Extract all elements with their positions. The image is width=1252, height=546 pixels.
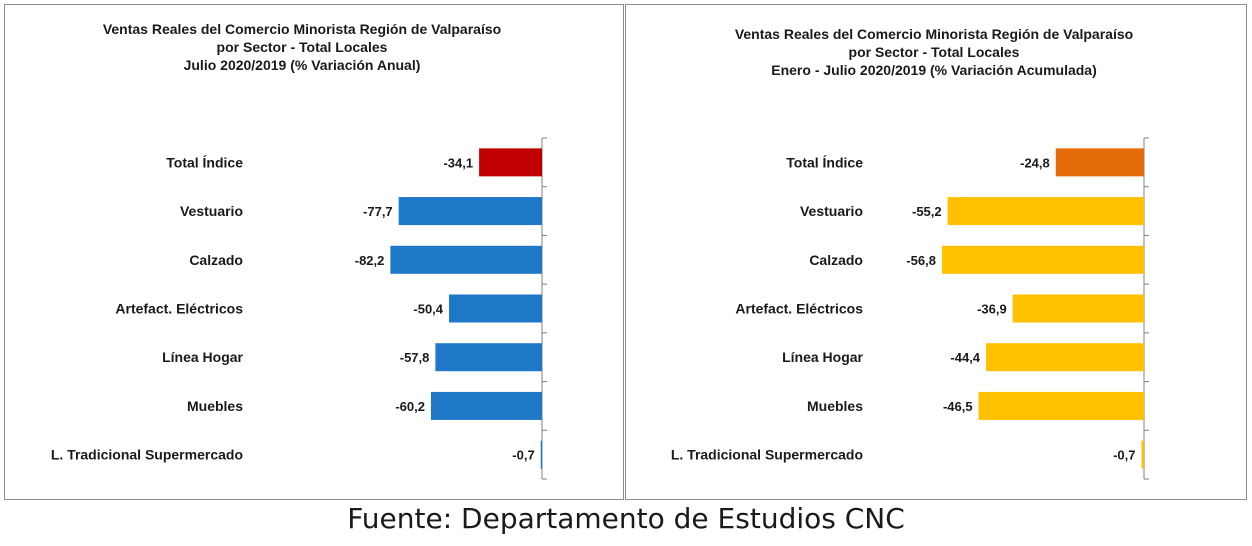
chart-title-line-2: por Sector - Total Locales [848,44,1020,60]
chart-title: Ventas Reales del Comercio Minorista Reg… [5,20,623,74]
chart-panel-cumulative: Ventas Reales del Comercio Minorista Reg… [625,4,1247,500]
bar [479,148,542,177]
bar-chart-annual: -34,1 Total Índice -77,7 Vestuario -82,2 Calz… [51,137,547,480]
chart-title-line-2: por Sector - Total Locales [216,39,388,55]
bar [398,197,542,226]
data-label: -36,9 [977,302,1007,317]
category-label: Calzado [809,252,863,268]
data-label: -50,4 [413,302,443,317]
chart-panel-annual: Ventas Reales del Comercio Minorista Reg… [4,4,624,500]
data-label: -55,2 [912,204,942,219]
data-label: -77,7 [363,204,393,219]
category-label: L. Tradicional Supermercado [671,447,863,463]
data-label: -60,2 [395,399,425,414]
data-label: -82,2 [355,253,385,268]
category-label: Calzado [189,252,243,268]
data-label: -0,7 [1113,448,1135,463]
category-label: Vestuario [800,203,863,219]
bar [449,294,542,323]
bar [435,343,542,372]
chart-title-line-1: Ventas Reales del Comercio Minorista Reg… [734,26,1134,42]
bar [1141,440,1144,469]
category-label: Línea Hogar [162,349,243,365]
bar [390,245,542,274]
bar-chart-cumulative: -24,8 Total Índice -55,2 Vestuario -56,8 Calz… [671,137,1149,480]
category-label: Total Índice [166,154,243,170]
data-label: -24,8 [1020,155,1050,170]
bar [947,197,1144,226]
bar [540,440,542,469]
source-caption: Fuente: Departamento de Estudios CNC [347,502,905,535]
data-label: -0,7 [512,448,534,463]
category-label: Artefact. Eléctricos [735,301,863,317]
category-label: Muebles [807,398,863,414]
category-label: Línea Hogar [782,349,863,365]
category-label: Total Índice [786,154,863,170]
bar [1012,294,1144,323]
chart-title-line-3: Enero - Julio 2020/2019 (% Variación Acu… [771,62,1097,78]
data-label: -57,8 [400,350,430,365]
category-label: Vestuario [180,203,243,219]
category-label: Muebles [187,398,243,414]
chart-title-line-3: Julio 2020/2019 (% Variación Anual) [183,57,421,73]
bar [941,245,1144,274]
bar [986,343,1144,372]
category-label: Artefact. Eléctricos [115,301,243,317]
chart-title: Ventas Reales del Comercio Minorista Reg… [626,25,1246,79]
data-label: -56,8 [906,253,936,268]
bar [430,391,542,420]
chart-title-line-1: Ventas Reales del Comercio Minorista Reg… [102,21,502,37]
bar [978,391,1144,420]
data-label: -44,4 [950,350,980,365]
category-label: L. Tradicional Supermercado [51,447,243,463]
data-label: -46,5 [943,399,973,414]
data-label: -34,1 [443,155,473,170]
bar [1055,148,1144,177]
